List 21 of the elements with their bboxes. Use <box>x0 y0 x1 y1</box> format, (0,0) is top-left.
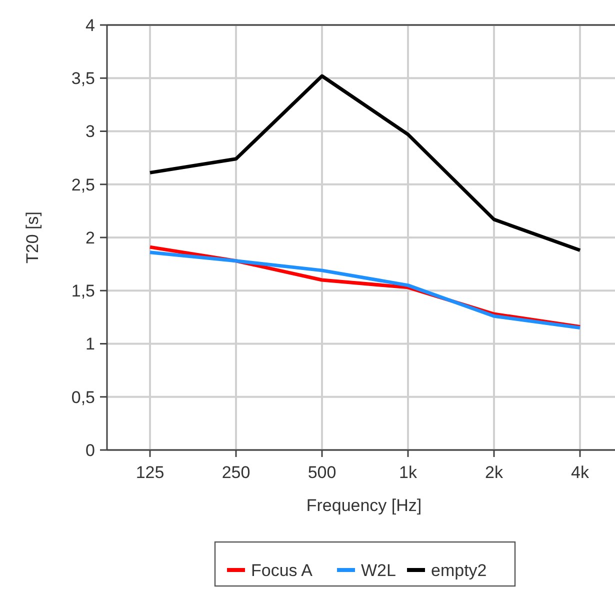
legend-label: W2L <box>361 560 396 580</box>
y-tick-label: 1 <box>86 334 95 354</box>
x-tick-label: 4k <box>571 463 590 482</box>
y-tick-label: 3 <box>86 122 95 142</box>
y-tick-label: 1,5 <box>71 282 95 301</box>
x-tick-label: 2k <box>485 463 504 482</box>
x-tick-label: 125 <box>136 463 164 482</box>
y-tick-label: 0,5 <box>71 388 95 407</box>
y-axis-title: T20 [s] <box>23 212 42 264</box>
x-tick-label: 500 <box>308 463 336 482</box>
legend-label: empty2 <box>431 560 487 580</box>
legend-label: Focus A <box>251 560 314 580</box>
y-tick-label: 2 <box>86 228 95 248</box>
y-tick-label: 3,5 <box>71 69 95 88</box>
x-tick-label: 1k <box>399 463 418 482</box>
y-tick-label: 2,5 <box>71 175 95 194</box>
line-series <box>148 74 582 252</box>
y-tick-label: 4 <box>86 16 95 35</box>
x-tick-label: 250 <box>222 463 250 482</box>
x-axis-title: Frequency [Hz] <box>306 496 422 515</box>
y-tick-label: 0 <box>86 440 95 460</box>
